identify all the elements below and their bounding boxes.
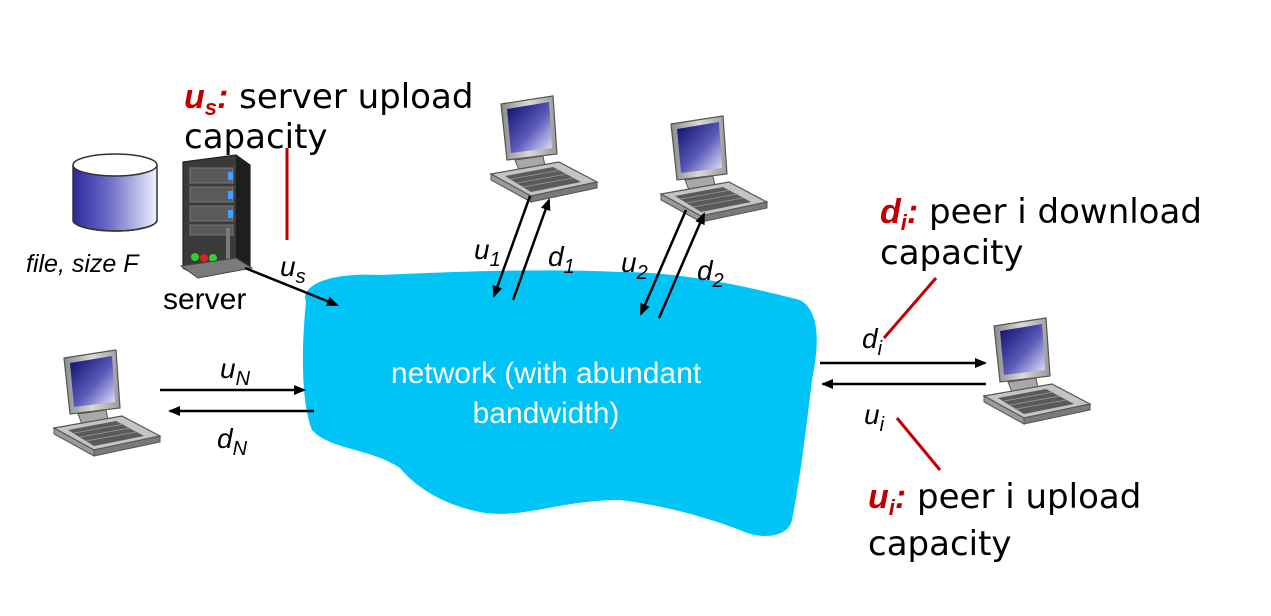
network-label-line2: bandwidth)	[473, 397, 620, 430]
dN-label-sub: N	[233, 438, 248, 460]
callout-di-pointer	[882, 277, 938, 339]
svg-text:ui: peer i upload: ui: peer i upload	[868, 477, 1141, 520]
svg-text:di: di	[862, 323, 883, 360]
callout-us-sub: s	[205, 95, 217, 120]
peer-2-computer-icon	[660, 115, 768, 223]
u2-label: u	[621, 247, 637, 278]
server-upload-callout: us: server upload capacity	[184, 77, 473, 240]
server-label: server	[163, 283, 246, 316]
callout-di-sub: i	[901, 210, 908, 235]
us-arrow	[244, 266, 339, 307]
us-label: u	[280, 251, 296, 282]
callout-us-line2: capacity	[184, 117, 328, 157]
ui-label: u	[864, 399, 880, 430]
peer-upload-callout: ui: peer i upload capacity	[868, 417, 1141, 564]
d2-label: d	[697, 255, 714, 286]
network-label-line1: network (with abundant	[391, 357, 702, 390]
file-database-icon	[72, 153, 158, 232]
svg-text:d1: d1	[548, 241, 575, 278]
callout-ui-colon: :	[895, 478, 906, 516]
svg-text:dN: dN	[217, 423, 248, 460]
server-icon	[179, 154, 254, 279]
svg-text:d2: d2	[697, 255, 724, 292]
us-label-sub: s	[296, 266, 306, 288]
svg-text:ui: ui	[864, 399, 885, 436]
d2-label-sub: 2	[712, 270, 724, 292]
svg-text:di: peer i download: di: peer i download	[880, 192, 1202, 235]
callout-us-symbol: u	[184, 78, 205, 116]
peer-1-download-arrow	[511, 198, 551, 301]
dN-label: d	[217, 423, 234, 454]
u1-label: u	[474, 234, 490, 265]
d1-label-sub: 1	[564, 256, 575, 278]
ui-label-sub: i	[880, 414, 885, 436]
peer-download-callout: di: peer i download capacity	[880, 192, 1202, 339]
callout-us-colon: :	[217, 78, 228, 116]
peer-1-upload-arrow	[492, 195, 532, 298]
u2-label-sub: 2	[636, 262, 648, 284]
peer-n-computer-icon	[53, 349, 161, 457]
d1-label: d	[548, 241, 565, 272]
u1-label-sub: 1	[490, 249, 501, 271]
callout-ui-text: peer i upload	[906, 477, 1141, 517]
peer-2-upload-arrow	[639, 209, 688, 316]
di-label-sub: i	[878, 338, 883, 360]
uN-label: u	[220, 353, 236, 384]
uN-label-sub: N	[236, 368, 251, 390]
svg-text:u2: u2	[621, 247, 648, 284]
callout-ui-pointer	[895, 417, 942, 471]
svg-text:us: us	[280, 251, 306, 288]
callout-ui-line2: capacity	[868, 524, 1012, 564]
svg-text:uN: uN	[220, 353, 251, 390]
callout-di-line2: capacity	[880, 233, 1024, 273]
callout-di-text: peer i download	[918, 192, 1202, 232]
svg-text:u1: u1	[474, 234, 501, 271]
network-cloud	[302, 270, 817, 536]
file-size-label: file, size F	[26, 250, 140, 278]
peer-i-computer-icon	[983, 317, 1091, 425]
callout-ui-symbol: u	[868, 478, 889, 516]
callout-us-text: server upload	[228, 77, 473, 117]
peer-1-computer-icon	[490, 95, 598, 203]
callout-ui-sub: i	[889, 495, 896, 520]
callout-di-colon: :	[907, 193, 918, 231]
peer-2-download-arrow	[657, 212, 706, 319]
svg-text:us: server upload: us: server upload	[184, 77, 473, 120]
callout-di-symbol: d	[880, 193, 902, 231]
di-label: d	[862, 323, 879, 354]
